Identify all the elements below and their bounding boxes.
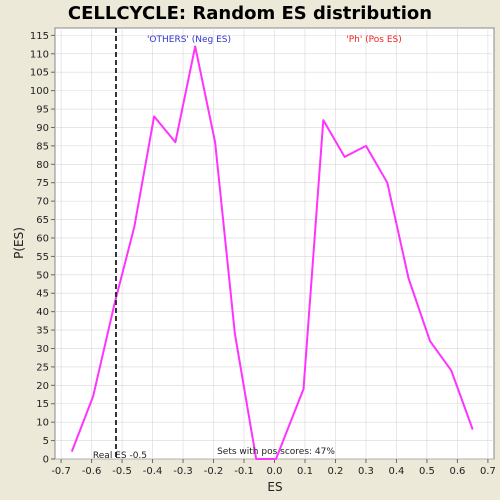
y-tick-label: 70 — [36, 197, 49, 208]
x-tick-label: -0.4 — [143, 466, 163, 477]
x-tick-label: -0.3 — [173, 466, 193, 477]
x-tick-label: 0.0 — [267, 466, 283, 477]
x-axis: -0.7 -0.6 -0.5 -0.4 -0.3 -0.2 -0.1 0.0 0.1 0.2 0.3… — [51, 459, 496, 477]
x-tick-label: 0.7 — [480, 466, 496, 477]
y-tick-label: 10 — [36, 418, 49, 429]
x-tick-label: 0.1 — [297, 466, 313, 477]
y-tick-label: 80 — [36, 160, 49, 171]
y-tick-label: 40 — [36, 307, 49, 318]
x-tick-label: 0.6 — [449, 466, 465, 477]
y-tick-label: 50 — [36, 270, 49, 281]
y-tick-label: 100 — [30, 86, 49, 97]
x-axis-label: ES — [267, 480, 282, 494]
y-tick-label: 30 — [36, 344, 49, 355]
x-tick-label: 0.4 — [388, 466, 404, 477]
x-tick-label: 0.5 — [419, 466, 435, 477]
y-tick-label: 15 — [36, 399, 49, 410]
real-es-marker: Real ES -0.5 — [93, 28, 147, 461]
series-layer — [70, 45, 474, 460]
x-tick-label: 0.2 — [328, 466, 344, 477]
x-tick-label: -0.6 — [82, 466, 102, 477]
y-axis-label: P(ES) — [12, 227, 26, 259]
chart-title: CELLCYCLE: Random ES distribution — [68, 3, 432, 24]
pos-es-label: 'Ph' (Pos ES) — [346, 35, 402, 45]
y-tick-label: 85 — [36, 141, 49, 152]
y-tick-label: 95 — [36, 105, 49, 116]
x-tick-label: 0.3 — [358, 466, 374, 477]
y-tick-label: 35 — [36, 326, 49, 337]
y-tick-label: 115 — [30, 31, 49, 42]
pos-scores-label: Sets with pos scores: 47% — [217, 447, 335, 457]
grid — [55, 28, 494, 460]
x-tick-label: -0.1 — [234, 466, 254, 477]
x-tick-label: -0.7 — [51, 466, 71, 477]
y-tick-label: 0 — [43, 455, 49, 466]
y-tick-label: 75 — [36, 178, 49, 189]
y-tick-label: 90 — [36, 123, 49, 134]
y-tick-label: 45 — [36, 289, 49, 300]
neg-es-label: 'OTHERS' (Neg ES) — [147, 35, 231, 45]
y-tick-label: 25 — [36, 362, 49, 373]
real-es-label: Real ES -0.5 — [93, 451, 147, 461]
x-tick-label: -0.2 — [204, 466, 224, 477]
y-tick-label: 110 — [30, 49, 49, 60]
y-tick-label: 105 — [30, 68, 49, 79]
y-axis: 0 5 10 15 20 25 30 35 40 45 50 55 60 65 70 75 80 85 90 95 10… — [30, 31, 55, 466]
y-tick-label: 65 — [36, 215, 49, 226]
y-tick-label: 5 — [43, 436, 49, 447]
x-tick-label: -0.5 — [112, 466, 132, 477]
es-distribution-line — [70, 45, 474, 460]
y-tick-label: 20 — [36, 381, 49, 392]
y-tick-label: 60 — [36, 233, 49, 244]
y-tick-label: 55 — [36, 252, 49, 263]
